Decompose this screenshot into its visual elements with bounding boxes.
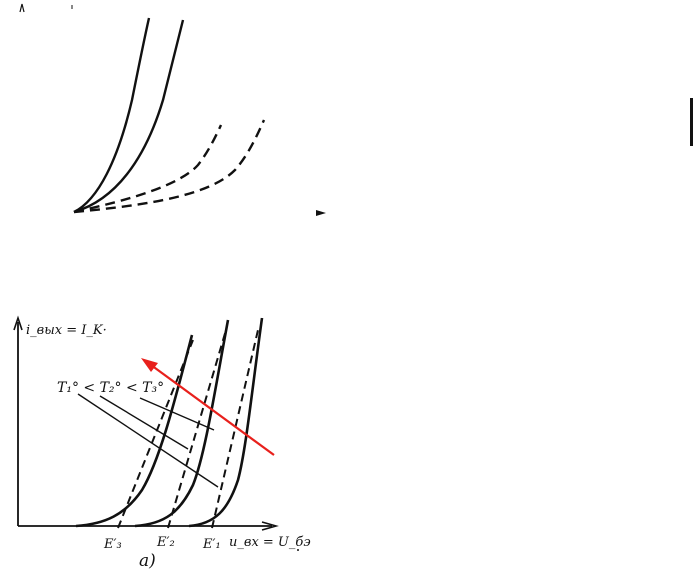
stray-dot bbox=[297, 549, 299, 551]
y-axis-label: i_вых = I_K· bbox=[26, 323, 107, 338]
leader-line-T2 bbox=[99, 395, 189, 450]
edge-mark bbox=[690, 98, 693, 146]
solid-curve-T3 bbox=[188, 317, 264, 528]
bottom-figure: i_вых = I_K· u_вх = U_бэ T₁° < T₂° < T₃°… bbox=[13, 315, 311, 571]
dashed-tangent-E2 bbox=[167, 329, 227, 529]
dashed-tangent-E3 bbox=[117, 339, 194, 529]
top-y-axis-tip bbox=[19, 3, 25, 13]
y-axis-arrow bbox=[13, 315, 23, 331]
x-axis-arrow bbox=[261, 521, 279, 531]
top-solid-curve-2 bbox=[73, 19, 185, 214]
tick-E3: E′₃ bbox=[103, 537, 122, 552]
x-axis-label: u_вх = U_бэ bbox=[229, 535, 311, 550]
tick-E1: E′₁ bbox=[202, 537, 221, 552]
top-figure bbox=[19, 3, 693, 216]
dashed-tangent-E1 bbox=[211, 329, 259, 529]
leader-line-T1 bbox=[77, 393, 219, 488]
top-solid-curve-1 bbox=[73, 17, 151, 214]
top-dashed-curve-2 bbox=[73, 119, 266, 214]
red-arrow-shaft bbox=[150, 364, 275, 456]
top-x-axis-tip bbox=[316, 210, 326, 216]
temperature-relation-label: T₁° < T₂° < T₃° bbox=[57, 380, 164, 396]
red-arrow-head bbox=[141, 358, 158, 372]
top-dashed-curve-1 bbox=[73, 124, 223, 214]
figure-caption: а) bbox=[139, 551, 156, 571]
solid-curve-T2 bbox=[134, 319, 230, 528]
tick-E2: E′₂ bbox=[156, 535, 175, 550]
leader-line-T3 bbox=[139, 397, 215, 431]
